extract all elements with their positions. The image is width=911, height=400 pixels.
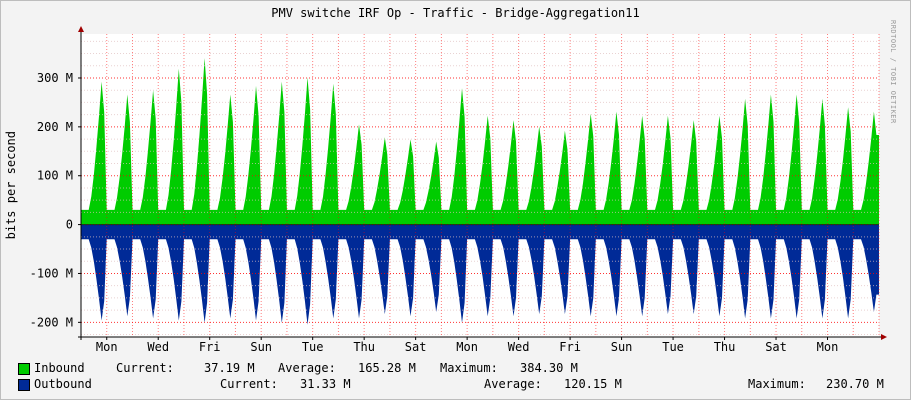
y-tick-label-5: -200 M [30,315,73,329]
outbound-swatch [18,379,30,391]
x-tick-label-13: Sat [765,340,787,354]
legend-outbound-average: 120.15 M [564,377,622,391]
x-tick-label-8: Wed [508,340,530,354]
y-tick-label-1: 200 M [37,120,73,134]
legend-outbound-maximum: 230.70 M [826,377,884,391]
inbound-swatch [18,363,30,375]
x-tick-label-14: Mon [817,340,839,354]
x-tick-label-2: Fri [199,340,221,354]
legend-outbound-maximum-label: Maximum: [748,377,806,391]
x-tick-label-9: Fri [559,340,581,354]
x-tick-label-11: Tue [662,340,684,354]
x-tick-label-5: Thu [353,340,375,354]
legend-inbound-average: 165.28 M [358,361,416,375]
chart-title: PMV switche IRF Op - Traffic - Bridge-Ag… [271,6,640,20]
x-tick-label-4: Tue [302,340,324,354]
legend-inbound-current-label: Current: [116,361,174,375]
legend-outbound-current: 31.33 M [300,377,351,391]
legend-inbound-maximum: 384.30 M [520,361,578,375]
legend-inbound-current: 37.19 M [204,361,255,375]
series-inbound-area [81,58,879,225]
y-tick-label-3: 0 [66,218,73,232]
legend-outbound-current-label: Current: [220,377,278,391]
x-axis-arrow [881,334,887,340]
x-tick-label-6: Sat [405,340,427,354]
legend-outbound-average-label: Average: [484,377,542,391]
x-tick-label-1: Wed [147,340,169,354]
x-tick-label-10: Sun [611,340,633,354]
legend-inbound-average-label: Average: [278,361,336,375]
legend-outbound-name: Outbound [34,377,92,391]
legend-inbound-name: Inbound [34,361,85,375]
x-tick-label-12: Thu [714,340,736,354]
watermark: RRDTOOL / TOBI OETIKER [889,20,897,124]
x-tick-label-0: Mon [96,340,118,354]
series-outbound-area [81,224,879,325]
x-tick-label-3: Sun [250,340,272,354]
y-tick-label-2: 100 M [37,169,73,183]
y-tick-label-0: 300 M [37,71,73,85]
y-axis-arrow [78,26,84,32]
legend-inbound-maximum-label: Maximum: [440,361,498,375]
y-tick-label-4: -100 M [30,266,73,280]
x-tick-label-7: Mon [456,340,478,354]
